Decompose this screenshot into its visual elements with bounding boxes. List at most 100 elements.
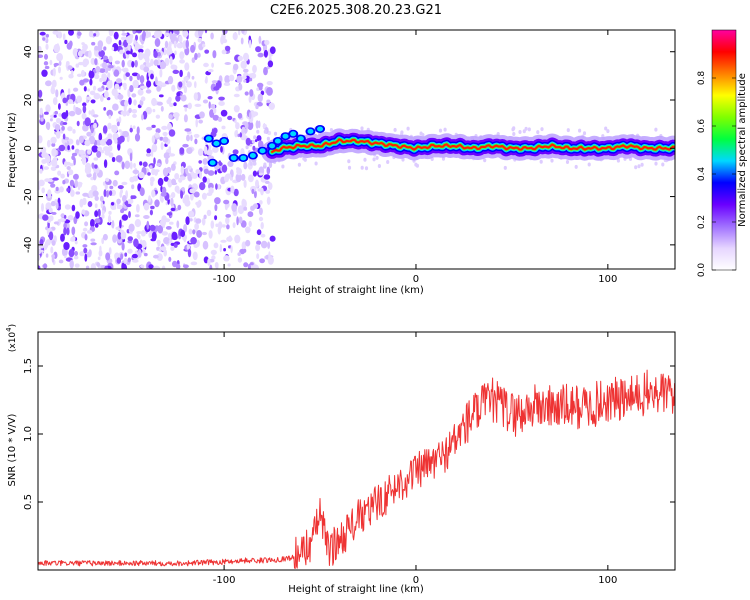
top-y-tick-label: 0 <box>23 145 34 151</box>
noise-blob <box>94 223 99 228</box>
noise-blob <box>82 244 88 248</box>
noise-blob <box>244 122 249 130</box>
noise-blob <box>163 237 170 245</box>
noise-blob <box>171 84 176 92</box>
noise-blob <box>106 97 111 101</box>
noise-blob <box>74 240 78 245</box>
noise-blob <box>146 220 150 230</box>
noise-blob <box>228 235 232 242</box>
noise-blob <box>45 33 50 38</box>
noise-blob <box>119 219 122 229</box>
noise-blob <box>220 109 228 117</box>
noise-blob <box>193 133 200 138</box>
noise-blob <box>108 145 113 152</box>
noise-blob <box>386 160 390 164</box>
noise-blob <box>53 159 58 167</box>
noise-blob <box>256 129 260 134</box>
noise-blob <box>103 107 107 111</box>
noise-blob <box>104 183 108 190</box>
noise-blob <box>251 188 255 194</box>
noise-blob <box>185 216 190 226</box>
noise-blob <box>175 30 180 35</box>
noise-blob <box>131 93 137 98</box>
noise-blob <box>250 112 256 118</box>
noise-blob <box>202 240 209 250</box>
noise-blob <box>66 227 70 236</box>
noise-blob <box>254 139 258 143</box>
noise-blob <box>241 173 246 181</box>
noise-blob <box>172 69 180 74</box>
noise-blob <box>136 73 141 81</box>
noise-blob <box>160 142 164 150</box>
noise-blob <box>91 185 98 192</box>
noise-blob <box>234 130 238 138</box>
noise-blob <box>77 50 83 57</box>
noise-blob <box>232 149 239 155</box>
noise-blob <box>161 265 166 269</box>
noise-blob <box>151 97 157 107</box>
bottom-panel: -100 0 100 0.5 1.0 1.5 Height of straight li… <box>5 324 676 595</box>
noise-blob <box>68 249 75 258</box>
noise-blob <box>245 239 251 247</box>
noise-blob <box>235 173 242 183</box>
noise-blob <box>406 126 410 131</box>
noise-blob <box>221 224 226 228</box>
noise-blob <box>92 190 99 197</box>
noise-blob <box>97 146 103 152</box>
noise-blob <box>184 107 188 112</box>
noise-blob <box>148 195 152 203</box>
y-multiplier-close: ) <box>8 324 18 328</box>
noise-blob <box>97 256 101 261</box>
noise-blob <box>139 75 145 84</box>
noise-blob <box>131 184 135 190</box>
noise-blob <box>194 103 202 107</box>
noise-blob <box>574 164 578 169</box>
noise-blob <box>256 240 262 246</box>
noise-blob <box>89 78 93 86</box>
ridge-blob-core <box>259 148 266 154</box>
noise-blob <box>169 221 174 225</box>
noise-blob <box>148 231 153 239</box>
noise-blob <box>96 262 101 267</box>
top-x-tick-label: 0 <box>413 274 419 285</box>
noise-blob <box>198 119 203 124</box>
noise-blob <box>117 185 124 190</box>
noise-blob <box>136 234 140 238</box>
noise-blob <box>121 242 125 251</box>
noise-blob <box>260 240 268 249</box>
noise-blob <box>71 152 78 157</box>
noise-blob <box>179 147 185 155</box>
noise-blob <box>223 255 230 262</box>
noise-blob <box>82 197 87 206</box>
noise-blob <box>126 35 133 45</box>
noise-blob <box>106 190 109 198</box>
top-x-tick-label: -100 <box>213 274 236 285</box>
noise-blob <box>205 76 208 84</box>
noise-blob <box>248 39 252 49</box>
noise-blob <box>119 49 124 55</box>
noise-blob <box>132 175 139 182</box>
ridge-blob-core <box>213 140 220 146</box>
noise-blob <box>73 87 79 92</box>
noise-blob <box>144 30 150 39</box>
noise-blob <box>73 174 77 180</box>
noise-blob <box>540 127 544 132</box>
noise-blob <box>114 60 120 65</box>
noise-blob <box>190 44 196 53</box>
noise-blob <box>167 75 174 85</box>
noise-blob <box>347 165 352 170</box>
noise-blob <box>132 52 137 58</box>
noise-blob <box>50 183 56 188</box>
noise-blob <box>190 134 193 142</box>
noise-blob <box>47 189 52 199</box>
noise-blob <box>66 187 70 192</box>
noise-blob <box>114 170 120 176</box>
colorbar-tick-label: 0.6 <box>697 119 707 134</box>
noise-blob <box>116 257 122 264</box>
noise-blob <box>109 31 113 37</box>
noise-blob <box>84 139 91 147</box>
noise-blob <box>62 133 66 140</box>
noise-blob <box>211 80 218 84</box>
noise-blob <box>236 216 239 226</box>
noise-blob <box>82 43 88 51</box>
